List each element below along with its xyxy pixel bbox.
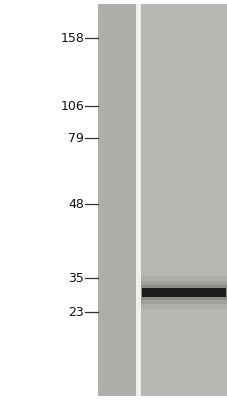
Text: 79: 79 [68,132,84,144]
Bar [141,281,226,304]
Bar [141,276,226,309]
Bar [141,4,227,396]
Text: 158: 158 [60,32,84,44]
Text: 106: 106 [60,100,84,112]
Text: 23: 23 [68,306,84,318]
Bar [141,285,226,300]
Text: 35: 35 [68,272,84,284]
Bar [98,4,135,396]
Bar [135,4,141,396]
Text: 48: 48 [68,198,84,210]
Bar [142,288,225,297]
